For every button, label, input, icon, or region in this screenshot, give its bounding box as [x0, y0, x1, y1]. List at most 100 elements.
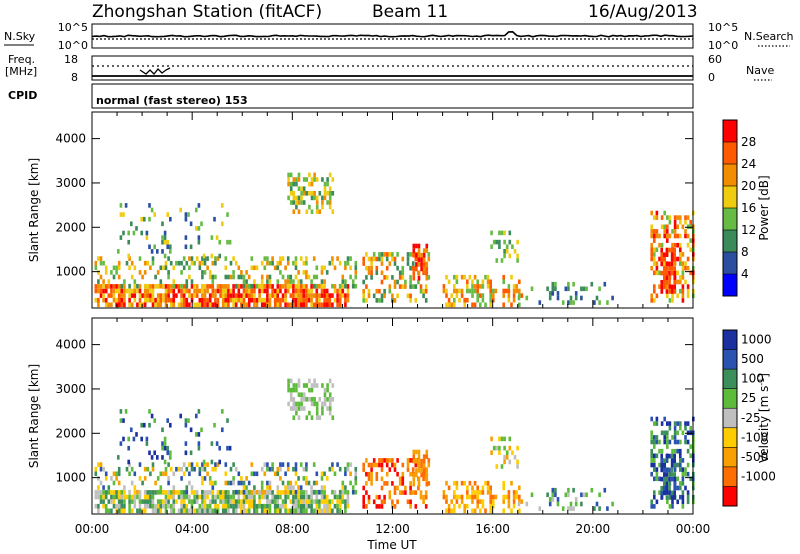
- power-cell: [151, 260, 155, 266]
- velocity-cell: [681, 430, 685, 436]
- velocity-cell: [127, 436, 130, 442]
- velocity-cell: [463, 480, 466, 486]
- power-cell: [663, 233, 666, 239]
- power-cell: [391, 252, 394, 257]
- power-cell: [354, 283, 358, 289]
- power-cell: [663, 210, 666, 216]
- velocity-cell: [673, 448, 677, 454]
- power-cell: [104, 302, 108, 308]
- power-cell: [162, 283, 165, 289]
- power-cell: [427, 252, 431, 257]
- power-cell: [653, 215, 656, 220]
- nave-label: Nave: [746, 64, 774, 77]
- velocity-colorbar-swatch: [723, 408, 737, 428]
- velocity-cell: [370, 476, 373, 482]
- velocity-cell: [151, 466, 155, 472]
- velocity-cell: [455, 485, 459, 491]
- velocity-cell: [302, 499, 306, 504]
- velocity-cell: [333, 471, 337, 477]
- velocity-cell: [684, 421, 687, 426]
- velocity-cell: [138, 499, 142, 504]
- power-cell: [548, 295, 552, 301]
- velocity-cell: [445, 480, 448, 486]
- power-cell: [117, 293, 121, 298]
- power-cell: [338, 302, 342, 308]
- power-cell: [123, 288, 126, 294]
- velocity-cell: [655, 499, 659, 505]
- power-cell: [195, 293, 199, 298]
- velocity-cell: [409, 481, 412, 486]
- power-cell: [401, 270, 405, 276]
- nsearch-tick-top: 10^5: [708, 21, 738, 34]
- velocity-cell: [585, 492, 588, 498]
- velocity-cell: [401, 481, 405, 486]
- velocity-cell: [218, 459, 221, 465]
- velocity-cell: [195, 462, 199, 467]
- power-colorbar-swatch: [723, 252, 737, 274]
- power-cell: [412, 252, 416, 258]
- power-cell: [145, 230, 149, 236]
- velocity-cell: [673, 430, 677, 436]
- velocity-cell: [211, 480, 215, 486]
- power-cell: [653, 256, 656, 262]
- power-cell: [505, 288, 508, 294]
- velocity-colorbar-tick: 25: [741, 391, 756, 405]
- power-cell: [234, 297, 238, 303]
- velocity-cell: [245, 485, 248, 490]
- power-cell: [123, 302, 126, 308]
- power-cell: [128, 256, 131, 261]
- power-cell: [425, 248, 429, 253]
- velocity-cell: [94, 494, 98, 500]
- velocity-cell: [184, 441, 188, 446]
- power-cell: [130, 221, 133, 227]
- power-cell: [276, 284, 280, 289]
- power-cell: [151, 293, 155, 298]
- velocity-cell: [412, 481, 416, 487]
- power-cell: [180, 288, 183, 294]
- power-cell: [455, 288, 459, 294]
- power-colorbar-tick: 24: [741, 157, 756, 171]
- velocity-cell: [391, 462, 394, 468]
- velocity-colorbar-swatch: [723, 388, 737, 409]
- velocity-cell: [427, 481, 431, 486]
- power-cell: [195, 226, 198, 231]
- power-colorbar-tick: 4: [741, 267, 749, 281]
- power-cell: [346, 288, 350, 294]
- power-cell: [551, 286, 555, 292]
- velocity-cell: [292, 406, 296, 411]
- velocity-cell: [323, 392, 327, 397]
- power-cell: [203, 260, 207, 266]
- velocity-cell: [498, 445, 501, 451]
- power-cell: [668, 284, 672, 289]
- power-cell: [328, 302, 332, 308]
- y-tick-label: 3000: [55, 176, 86, 190]
- power-cell: [445, 293, 448, 298]
- power-cell: [292, 200, 296, 205]
- velocity-cell: [179, 413, 182, 419]
- velocity-cell: [502, 485, 505, 491]
- velocity-cell: [658, 490, 661, 495]
- power-cell: [247, 288, 251, 294]
- velocity-cell: [169, 503, 173, 509]
- power-cell: [203, 293, 207, 298]
- power-cell: [169, 260, 173, 266]
- power-cell: [336, 297, 339, 303]
- power-cell: [175, 284, 178, 289]
- power-cell: [344, 293, 347, 298]
- power-cell: [598, 300, 601, 305]
- velocity-cell: [658, 476, 661, 482]
- velocity-cell: [182, 508, 186, 514]
- power-cell: [344, 297, 347, 303]
- velocity-cell: [650, 462, 653, 468]
- power-cell: [128, 302, 131, 308]
- velocity-cell: [513, 455, 517, 460]
- power-cell: [276, 297, 280, 303]
- power-cell: [665, 275, 669, 280]
- velocity-cell: [229, 466, 233, 472]
- velocity-cell: [684, 439, 687, 445]
- velocity-cell: [305, 499, 308, 504]
- power-cell: [318, 209, 322, 214]
- power-cell: [156, 302, 160, 308]
- velocity-cell: [234, 508, 238, 514]
- velocity-cell: [279, 462, 282, 467]
